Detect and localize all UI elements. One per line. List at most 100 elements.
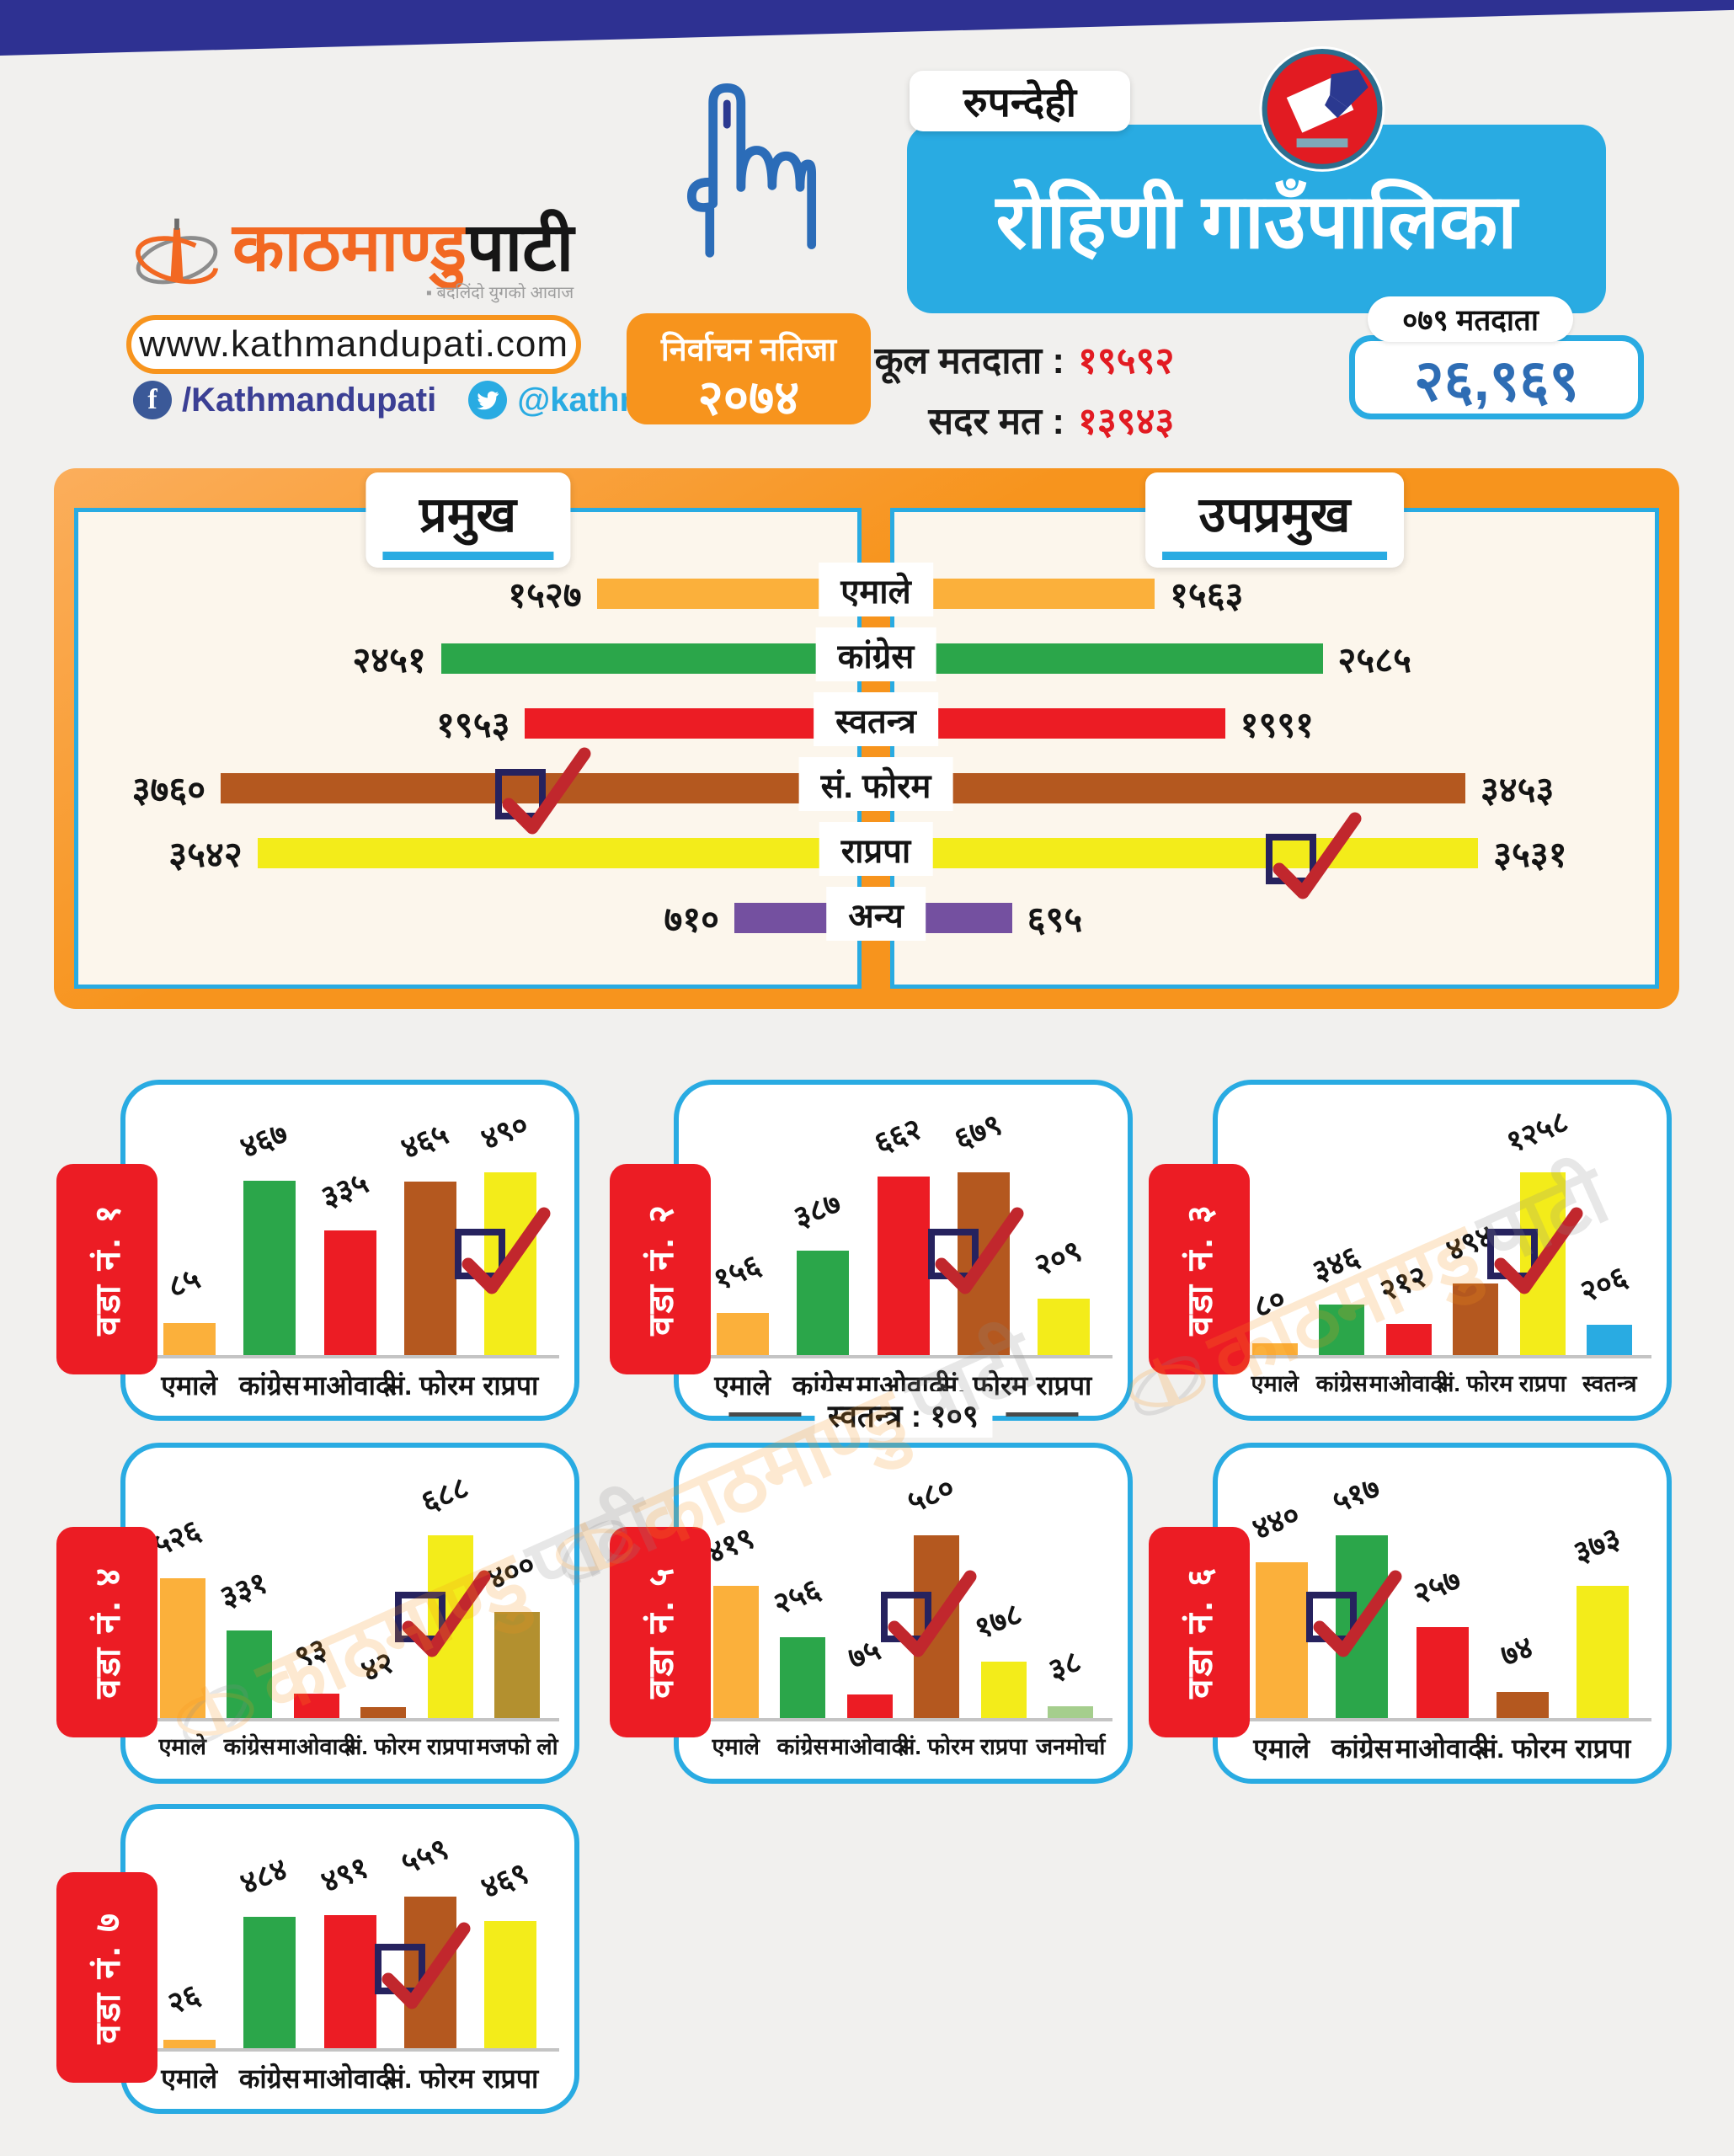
ward-chart-1: ८५ एमाले ४६७ कांग्रेस ३३५ माओवादी ४६५ सं. फोरम ४… bbox=[120, 1080, 579, 1421]
footnote-line bbox=[1006, 1412, 1079, 1417]
ward-footnote: स्वतन्त्र : १०९ bbox=[728, 1391, 1079, 1438]
result-bar-row-deputy: ३४५३ bbox=[898, 770, 1651, 809]
party-bar bbox=[898, 838, 1479, 868]
facebook-icon[interactable]: f bbox=[133, 381, 172, 419]
result-bar-row-mayor: १९५३ bbox=[82, 705, 854, 744]
ward-4-tab: वडा नं. ४ bbox=[56, 1526, 157, 1737]
ward-bar bbox=[712, 1586, 759, 1718]
total-voters-count: २६,९६९ bbox=[1349, 335, 1644, 419]
ward-bar-label: कांग्रेस bbox=[223, 1734, 275, 1759]
ward-bar-label: जनमोर्चा bbox=[1036, 1734, 1106, 1759]
ward-bar-label: मजफो लो bbox=[476, 1734, 558, 1759]
ward-bar-label: राप्रपा bbox=[1575, 1733, 1631, 1764]
ward-bar-value: ३३१ bbox=[215, 1564, 273, 1615]
party-label: एमाले bbox=[819, 563, 933, 616]
bar-value: ७१० bbox=[664, 899, 720, 939]
ward-bar bbox=[1416, 1627, 1469, 1718]
ward-bar-value: ७४ bbox=[1495, 1629, 1539, 1673]
ward-bar-label: सं. फोरम bbox=[1478, 1733, 1567, 1764]
ward-7-tab: वडा नं. ७ bbox=[56, 1872, 157, 2083]
result-badge-title: निर्वाचन नतिजा bbox=[660, 333, 837, 368]
party-bar bbox=[440, 643, 854, 674]
ward-bar bbox=[293, 1694, 339, 1718]
ward-bar bbox=[877, 1177, 930, 1355]
ward-tab-label: वडा नं. ७ bbox=[87, 1911, 127, 2044]
ward-bar bbox=[1496, 1692, 1549, 1718]
ward-chart-7: २६ एमाले ४८४ कांग्रेस ४९१ माओवादी ५५९ सं. फोरम ४… bbox=[120, 1804, 579, 2114]
ward-bar bbox=[323, 1230, 376, 1355]
result-bar-row-mayor: ३७६० bbox=[82, 770, 854, 809]
website-url[interactable]: www.kathmandupati.com bbox=[126, 315, 581, 374]
mayor-panel-title: प्रमुख bbox=[365, 472, 571, 568]
bar-value: १९९१ bbox=[1240, 704, 1314, 744]
ward-3-tab: वडा नं. ३ bbox=[1149, 1163, 1250, 1374]
party-bar bbox=[596, 579, 854, 609]
ward-voters-note: ०७९ मतदाता bbox=[1368, 296, 1573, 342]
deputy-mayor-panel: उपप्रमुख १५६३ २५८५ १९९१ ३४५३ ३५३१ ६९५ bbox=[890, 472, 1659, 989]
ward-bar-label: सं. फोरम bbox=[346, 1734, 421, 1759]
result-bar-row-mayor: २४५१ bbox=[82, 640, 854, 680]
result-bar-row-deputy: १५६३ bbox=[898, 575, 1651, 615]
party-bar bbox=[898, 708, 1225, 739]
chart-baseline bbox=[141, 1355, 559, 1358]
stat-label: सदर मत : bbox=[928, 401, 1064, 442]
ward-bar-label: माओवादी bbox=[276, 1734, 356, 1759]
chart-baseline bbox=[1233, 1355, 1651, 1358]
chart-baseline bbox=[694, 1718, 1112, 1721]
ward-bar bbox=[1251, 1343, 1298, 1355]
ward-bar-label: माओवादी bbox=[830, 1734, 910, 1759]
ward-bar-label: सं. फोरम bbox=[1438, 1371, 1513, 1396]
ward-bar-value: ५८० bbox=[902, 1469, 960, 1520]
ward-bar bbox=[1577, 1586, 1630, 1718]
result-bar-row-deputy: ३५३१ bbox=[898, 835, 1651, 874]
chart-baseline bbox=[1233, 1718, 1651, 1721]
district-name: रुपन्देही bbox=[910, 71, 1130, 131]
ward-2-tab: वडा नं. २ bbox=[610, 1163, 711, 1374]
result-bar-row-deputy: २५८५ bbox=[898, 640, 1651, 680]
ward-bar bbox=[980, 1662, 1027, 1718]
ward-bar-value: ४९० bbox=[476, 1106, 534, 1157]
bar-value: १५६३ bbox=[1170, 574, 1244, 615]
ward-bar bbox=[1048, 1706, 1094, 1718]
ward-bar-label: राप्रपा bbox=[483, 2063, 539, 2094]
deputy-panel-title: उपप्रमुख bbox=[1144, 472, 1405, 568]
facebook-handle[interactable]: /Kathmandupati bbox=[182, 381, 437, 419]
stat-value: १३९४३ bbox=[1078, 401, 1175, 442]
kathmandupati-logo: काठमाण्डुपाटी ▪ बदलिंदो युगको आवाज bbox=[133, 212, 574, 302]
party-label: स्वतन्त्र bbox=[814, 692, 938, 746]
ward-bar-value: ६८८ bbox=[416, 1469, 473, 1520]
ward-bar-label: एमाले bbox=[1253, 1733, 1310, 1764]
bar-value: ३७६० bbox=[131, 769, 206, 809]
ward-bar-value: ३७३ bbox=[1568, 1519, 1626, 1571]
bar-value: १५२७ bbox=[508, 574, 582, 615]
ward-bar bbox=[1453, 1283, 1499, 1355]
result-bar-row-deputy: १९९१ bbox=[898, 705, 1651, 744]
bar-value: ३५४२ bbox=[168, 834, 243, 874]
ward-chart-6: ४४० एमाले ५१७ कांग्रेस २५७ माओवादी ७४ सं. फोरम ३… bbox=[1213, 1443, 1672, 1784]
ward-tab-label: वडा नं. १ bbox=[87, 1202, 127, 1336]
party-bar bbox=[898, 773, 1465, 803]
party-label: राप्रपा bbox=[819, 822, 933, 876]
voter-stats: कूल मतदाता : १९५९२ सदर मत : १३९४३ bbox=[859, 334, 1238, 445]
bar-value: १९५३ bbox=[436, 704, 510, 744]
ward-5-tab: वडा नं. ५ bbox=[610, 1526, 711, 1737]
ward-bar bbox=[797, 1251, 850, 1355]
ward-bar-value: २५६ bbox=[768, 1571, 826, 1622]
twitter-icon[interactable] bbox=[468, 381, 508, 419]
ward-bar-value: ४६७ bbox=[235, 1114, 292, 1166]
result-bar-row-mayor: ७१० bbox=[82, 899, 854, 939]
ward-bar-label: माओवादी bbox=[1395, 1733, 1490, 1764]
voting-hand-icon bbox=[686, 83, 817, 322]
ward-bar-label: एमाले bbox=[712, 1734, 760, 1759]
ward-bar bbox=[159, 1578, 205, 1718]
stat-value: १९५९२ bbox=[1078, 340, 1175, 382]
logo-wordmark: काठमाण्डुपाटी ▪ बदलिंदो युगको आवाज bbox=[232, 212, 574, 302]
ward-bar bbox=[1319, 1305, 1365, 1355]
ward-bar bbox=[1587, 1325, 1633, 1355]
ward-bar-label: एमाले bbox=[714, 1370, 771, 1401]
election-result-badge: निर्वाचन नतिजा २०७४ bbox=[627, 313, 871, 425]
ward-bar bbox=[1519, 1172, 1566, 1355]
logo-text-black: पाटी bbox=[467, 210, 574, 285]
ward-bar-label: सं. फोरम bbox=[386, 2063, 475, 2094]
